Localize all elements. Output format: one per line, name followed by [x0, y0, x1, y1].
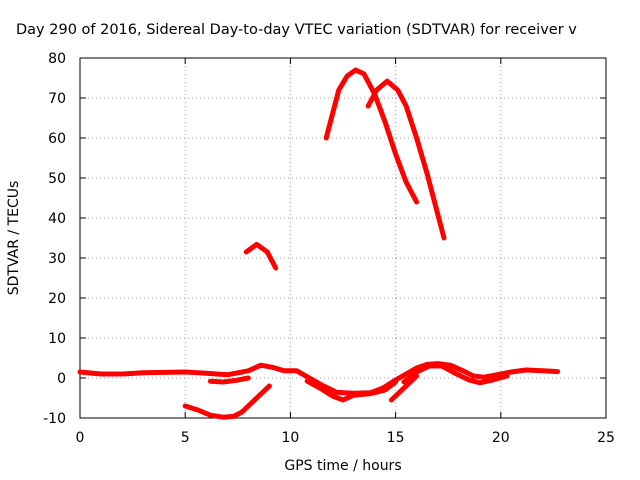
y-tick-label: 70	[48, 91, 66, 107]
x-tick-label: 5	[181, 430, 190, 446]
series-group	[77, 67, 561, 420]
series-arc-peak-2	[365, 78, 447, 241]
y-tick-label: 80	[48, 51, 66, 67]
grid	[80, 58, 606, 418]
series-arc-lower-branch	[401, 363, 510, 386]
y-tick-label: 10	[48, 331, 66, 347]
chart-title: Day 290 of 2016, Sidereal Day-to-day VTE…	[16, 22, 577, 38]
series-arc-negative	[182, 383, 272, 420]
y-tick-label: 50	[48, 171, 66, 187]
tick-labels: 0 5 10 15 20 25 -10 0 10 20 30 40 50 60 70 80	[43, 51, 615, 446]
x-tick-label: 20	[492, 430, 510, 446]
x-tick-label: 15	[387, 430, 405, 446]
x-axis-label: GPS time / hours	[284, 458, 401, 474]
y-tick-label: -10	[43, 411, 66, 427]
series-arc-morning-dip	[207, 375, 251, 385]
x-tick-label: 10	[281, 430, 299, 446]
y-tick-label: 0	[57, 371, 66, 387]
x-tick-label: 0	[76, 430, 85, 446]
y-axis-label: SDTVAR / TECUs	[6, 181, 22, 296]
series-arc-31	[243, 241, 279, 271]
series-arc-late-dip	[388, 373, 420, 403]
y-tick-label: 40	[48, 211, 66, 227]
y-tick-label: 20	[48, 291, 66, 307]
plot-frame	[79, 57, 607, 419]
y-tick-label: 60	[48, 131, 66, 147]
series-arc-midday-dip	[304, 378, 399, 403]
y-tick-label: 30	[48, 251, 66, 267]
axis-ticks	[79, 57, 607, 419]
series-arc-peak-1	[323, 67, 420, 205]
x-tick-label: 25	[597, 430, 615, 446]
